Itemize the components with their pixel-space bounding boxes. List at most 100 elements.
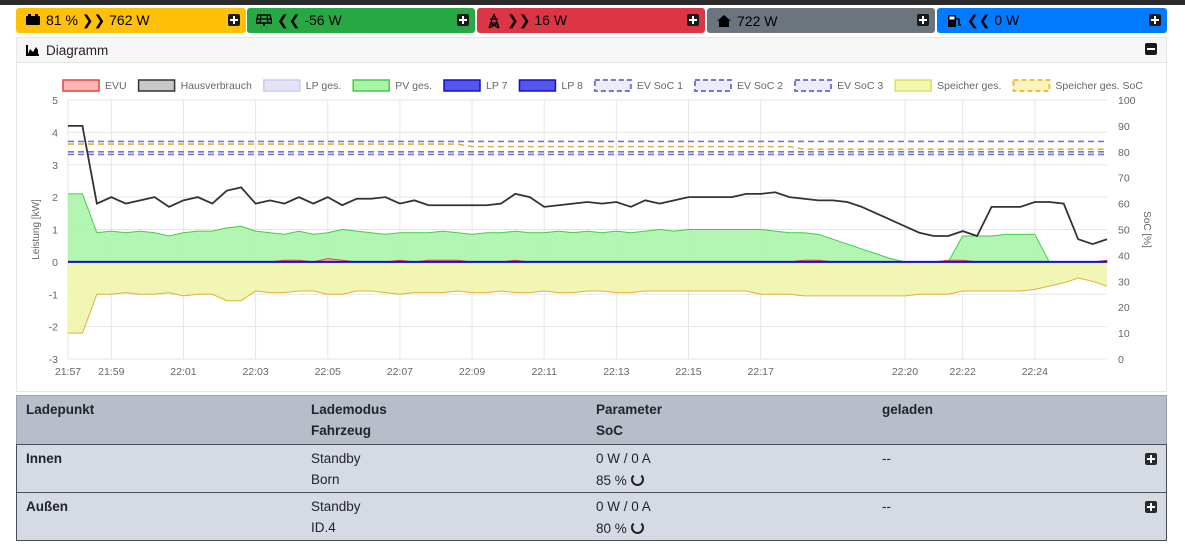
y-tick-label: 3 [52,160,58,172]
legend-swatch [794,79,833,92]
y-tick-label: -1 [49,289,58,301]
charge-parameter: 0 W / 0 A [596,499,651,514]
expand-tile-button[interactable] [228,14,240,26]
y-axis-label: Leistung [kW] [31,199,42,260]
x-tick-label: 22:09 [459,366,485,378]
ladepunkt-name: Außen [26,499,68,514]
x-tick-label: 22:15 [675,366,701,378]
expand-tile-button[interactable] [687,14,699,26]
legend-swatch [1012,79,1051,92]
y-right-axis-label: SoC [%] [1141,211,1152,248]
legend-label: Speicher ges. [937,80,1001,92]
status-tile-text: ❮❮ -56 W [277,12,342,28]
y-right-tick-label: 20 [1118,302,1130,314]
x-tick-label: 22:20 [892,366,918,378]
car-battery-icon [26,13,40,25]
charge-parameter: 0 W / 0 A [596,451,651,466]
header-ladepunkt: Ladepunkt [26,402,95,417]
legend-label: EV SoC 3 [837,80,883,92]
vehicle-name: ID.4 [311,520,336,535]
legend-swatch [443,79,481,92]
legend-swatch [693,79,732,92]
table-header: Ladepunkt Lademodus Fahrzeug Parameter S… [16,395,1167,445]
expand-row-button[interactable] [1145,501,1157,513]
collapse-diagram-button[interactable] [1145,43,1157,55]
y-right-tick-label: 0 [1118,354,1124,366]
series-pv-area [68,193,1107,262]
x-tick-label: 22:07 [387,366,413,378]
status-tile-0[interactable]: 81 % ❯❯ 762 W [16,8,246,33]
legend-label: PV ges. [395,80,432,92]
expand-tile-button[interactable] [457,14,469,26]
y-tick-label: 4 [52,127,58,139]
status-tile-text: 722 W [737,12,778,29]
legend-label: Speicher ges. SoC [1055,80,1143,92]
charge-mode: Standby [311,451,361,466]
x-tick-label: 22:05 [315,366,341,378]
vehicle-soc: 80 % [596,520,644,536]
charge-mode: Standby [311,499,361,514]
status-tile-2[interactable]: ❯❯ 16 W [477,8,705,33]
status-tile-4[interactable]: ❮❮ 0 W [937,8,1167,33]
charged-amount: -- [882,451,891,466]
soc-value: 85 % [596,473,627,488]
power-pylon-icon [488,13,500,29]
charged-amount: -- [882,499,891,514]
x-tick-label: 22:24 [1022,366,1048,378]
y-tick-label: -2 [49,322,58,334]
series-speicher-line [68,277,1108,334]
y-right-tick-label: 80 [1118,147,1130,159]
legend-swatch [593,79,632,92]
status-tile-text: ❯❯ 16 W [507,12,568,28]
y-tick-label: 1 [52,225,58,237]
diagram-card: Diagramm 5 4 3 2 1 0 -1 -2 -3 100 90 80 70 60 50 40 30 20… [16,37,1167,392]
ladepunkt-name: Innen [26,451,62,466]
status-tile-3[interactable]: 722 W [707,8,935,33]
y-right-tick-label: 50 [1118,225,1130,237]
y-right-tick-label: 70 [1118,173,1130,185]
legend-label: LP ges. [306,80,341,92]
legend-label: EV SoC 2 [737,80,783,92]
legend-label: LP 7 [486,80,508,92]
soc-value: 80 % [596,521,627,536]
top-border [0,0,1185,5]
status-tile-text: ❮❮ 0 W [967,12,1020,28]
x-tick-label: 22:03 [242,366,268,378]
header-soc: SoC [596,423,623,438]
y-right-tick-label: 60 [1118,199,1130,211]
refresh-icon[interactable] [630,473,644,486]
y-right-tick-label: 30 [1118,276,1130,288]
house-icon [717,14,731,27]
legend-label: EV SoC 1 [637,80,683,92]
series-soc-line [68,143,1107,151]
status-tile-text: 81 % ❯❯ 762 W [46,12,150,28]
y-tick-label: 5 [52,95,58,107]
legend-swatch [137,79,176,92]
header-fahrzeug: Fahrzeug [311,423,372,438]
legend-label: LP 8 [561,80,583,92]
y-right-tick-label: 40 [1118,250,1130,262]
diagram-header[interactable]: Diagramm [17,38,1166,63]
expand-row-button[interactable] [1145,453,1157,465]
refresh-icon[interactable] [630,521,644,534]
vehicle-name: Born [311,472,340,487]
header-geladen: geladen [882,402,934,417]
y-tick-label: 0 [52,257,58,269]
x-tick-label: 21:57 [55,366,81,378]
charging-station-icon [948,14,961,27]
table-row[interactable]: Außen Standby ID.4 0 W / 0 A 80 % -- [16,492,1167,541]
diagram-title: Diagramm [46,42,109,58]
y-right-tick-label: 10 [1118,328,1130,340]
header-parameter: Parameter [596,402,663,417]
status-tile-1[interactable]: ❮❮ -56 W [247,8,475,33]
series-speicher-area [68,261,1107,334]
legend-swatch [263,79,301,92]
x-tick-label: 22:13 [603,366,629,378]
x-tick-label: 22:17 [748,366,774,378]
table-row[interactable]: Innen Standby Born 0 W / 0 A 85 % -- [16,444,1167,493]
x-tick-label: 22:11 [531,366,557,378]
vehicle-soc: 85 % [596,472,644,488]
expand-tile-button[interactable] [1149,14,1161,26]
expand-tile-button[interactable] [917,14,929,26]
